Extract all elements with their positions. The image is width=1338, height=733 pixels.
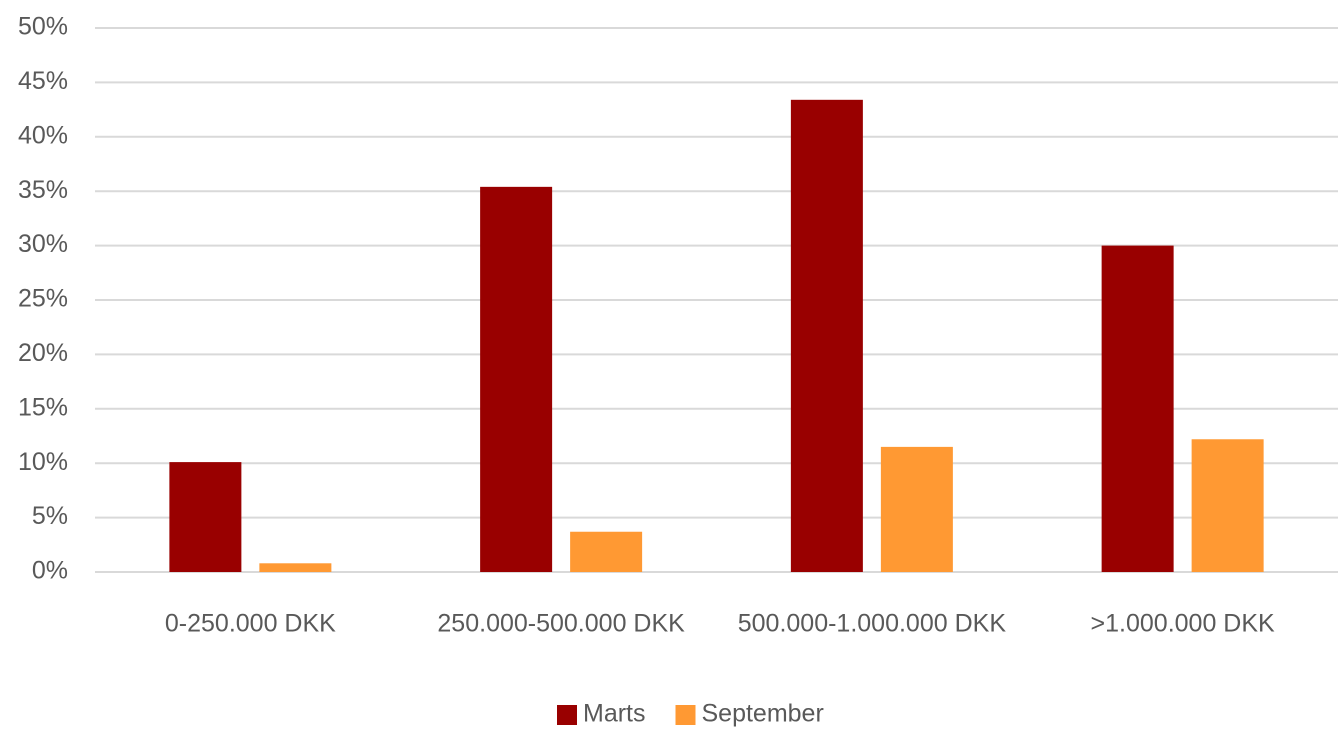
bar bbox=[480, 186, 553, 572]
legend-swatch bbox=[675, 705, 696, 725]
x-tick-label: 500.000-1.000.000 DKK bbox=[738, 610, 1007, 638]
legend-label: Marts bbox=[583, 700, 646, 728]
y-tick-label: 35% bbox=[18, 176, 68, 204]
bar bbox=[1101, 245, 1174, 572]
bar bbox=[169, 462, 242, 572]
y-tick-label: 15% bbox=[18, 393, 68, 421]
bar bbox=[570, 531, 643, 572]
y-tick-label: 5% bbox=[32, 502, 68, 530]
y-tick-label: 45% bbox=[18, 67, 68, 95]
y-tick-label: 25% bbox=[18, 285, 68, 313]
y-tick-label: 40% bbox=[18, 121, 68, 149]
legend-swatch bbox=[557, 705, 577, 725]
y-tick-label: 50% bbox=[18, 13, 68, 41]
x-tick-label: 250.000-500.000 DKK bbox=[437, 610, 685, 638]
x-tick-label: >1.000.000 DKK bbox=[1091, 610, 1275, 638]
bar bbox=[790, 99, 863, 573]
bar bbox=[259, 563, 332, 572]
bar bbox=[880, 446, 953, 572]
y-tick-label: 10% bbox=[18, 448, 68, 476]
x-tick-label: 0-250.000 DKK bbox=[165, 610, 336, 638]
y-tick-label: 20% bbox=[18, 339, 68, 367]
y-tick-label: 0% bbox=[32, 557, 68, 585]
bar bbox=[1191, 439, 1264, 572]
y-tick-label: 30% bbox=[18, 230, 68, 258]
legend-label: September bbox=[702, 700, 824, 728]
